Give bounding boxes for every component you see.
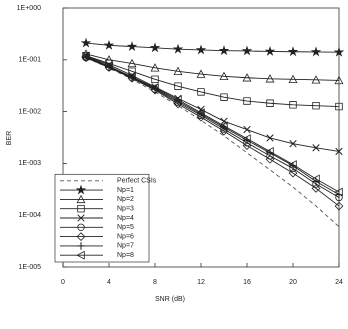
x-tick-label: 4 [107, 279, 111, 286]
marker [77, 214, 85, 222]
marker [266, 99, 274, 107]
marker [103, 39, 115, 50]
marker [126, 41, 138, 52]
series-line [85, 55, 340, 108]
marker [150, 63, 160, 72]
x-tick-label: 24 [335, 279, 343, 286]
legend: Perfect CSIs Np=1 Np=2 Np=3 Np=4 Np=5 Np=6 Np=7… [54, 173, 157, 263]
marker [150, 83, 159, 93]
legend-label: Np=2 [117, 196, 134, 203]
marker [127, 58, 137, 68]
series-line [85, 56, 340, 195]
series-line [85, 42, 340, 53]
marker [76, 194, 86, 204]
marker [104, 61, 113, 71]
marker [219, 126, 229, 136]
marker [172, 43, 184, 54]
marker [288, 74, 298, 84]
y-tick-label: 1E-005 [18, 264, 41, 271]
y-tick-label: 1E-001 [18, 57, 41, 64]
legend-label: Np=8 [117, 252, 134, 259]
legend-label: Np=7 [117, 243, 134, 250]
marker [312, 144, 320, 152]
marker [220, 93, 228, 101]
x-tick-label: 0 [61, 279, 65, 286]
marker [127, 72, 136, 82]
x-tick-label: 8 [153, 279, 157, 286]
marker [334, 187, 343, 197]
marker [218, 45, 230, 56]
marker [335, 102, 343, 111]
x-tick-label: 16 [243, 279, 251, 286]
marker [151, 75, 159, 84]
series-line [85, 55, 340, 193]
legend-label: Np=4 [117, 215, 134, 222]
marker [77, 223, 85, 231]
legend-label: Np=1 [117, 187, 134, 194]
marker [149, 42, 161, 53]
marker [311, 174, 320, 184]
legend-label: Np=6 [117, 233, 134, 240]
legend-label: Np=3 [117, 206, 134, 213]
marker [173, 66, 183, 75]
marker [310, 46, 322, 57]
marker [335, 147, 343, 156]
marker [219, 71, 229, 81]
marker [80, 37, 92, 48]
marker [243, 97, 251, 105]
marker [311, 75, 321, 84]
marker [197, 88, 205, 96]
marker [333, 46, 345, 57]
series-line [85, 55, 340, 152]
marker [196, 108, 205, 118]
marker [334, 75, 344, 85]
marker [266, 134, 274, 142]
marker [77, 242, 85, 250]
marker [289, 140, 297, 148]
marker [243, 125, 251, 134]
marker [289, 101, 297, 109]
marker [76, 232, 86, 241]
marker [242, 141, 252, 151]
marker [265, 74, 275, 83]
series-line [85, 53, 340, 81]
marker [312, 101, 320, 110]
marker [196, 69, 206, 78]
marker [76, 250, 85, 260]
legend-label: Np=5 [117, 224, 134, 231]
marker [75, 184, 87, 195]
marker [311, 183, 321, 193]
marker [287, 46, 299, 57]
x-tick-label: 20 [289, 279, 297, 286]
marker [335, 190, 343, 199]
marker [242, 134, 251, 144]
x-axis-label: SNR (dB) [155, 296, 185, 303]
marker [334, 201, 344, 211]
marker [288, 160, 297, 170]
y-tick-label: 1E+000 [17, 5, 41, 12]
x-tick-label: 12 [197, 279, 205, 286]
marker [77, 205, 85, 213]
marker [174, 82, 182, 90]
marker [241, 45, 253, 56]
marker [265, 154, 275, 164]
marker [265, 146, 274, 156]
legend-label: Perfect CSIs [117, 178, 157, 185]
y-tick-label: 1E-003 [18, 160, 41, 167]
marker [173, 95, 182, 105]
marker [195, 44, 207, 55]
marker [242, 73, 252, 82]
y-tick-label: 1E-004 [18, 212, 41, 219]
marker [219, 121, 228, 131]
y-tick-label: 1E-002 [18, 108, 41, 115]
marker [288, 168, 298, 178]
marker [220, 117, 228, 125]
y-axis-label: BER [6, 131, 13, 145]
marker [81, 51, 90, 61]
marker [264, 45, 276, 56]
